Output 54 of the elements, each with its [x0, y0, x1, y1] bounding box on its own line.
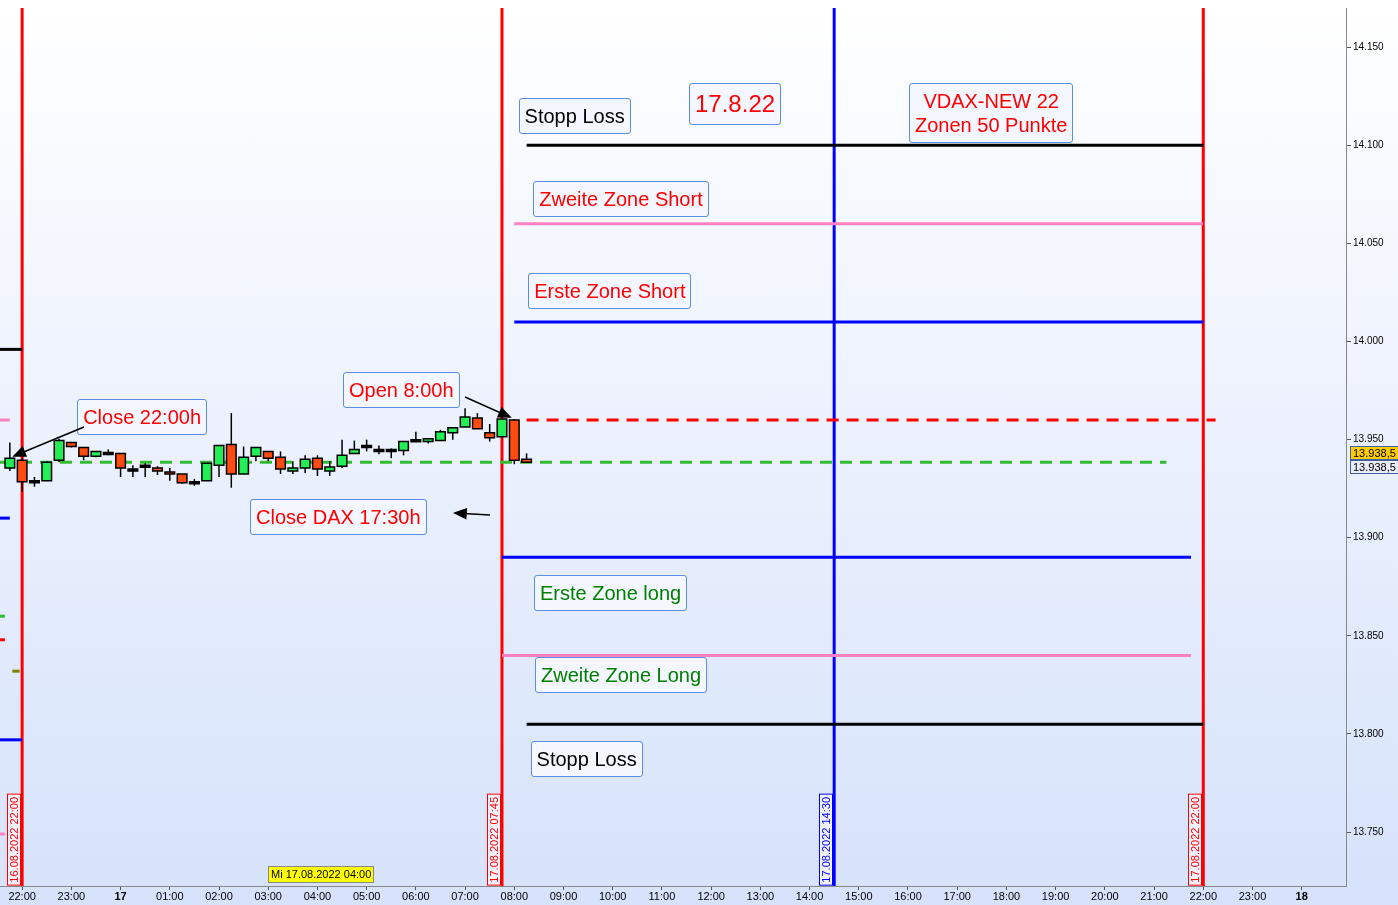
- x-tick-label: 22:00: [8, 889, 36, 902]
- annotation: Zweite Zone Long: [534, 657, 708, 694]
- text: 13.938,5: [1350, 446, 1398, 460]
- y-tick-label: 13.850: [1353, 629, 1385, 641]
- y-tick-label: 13.750: [1353, 825, 1385, 837]
- x-tick-label: 14:00: [795, 889, 824, 902]
- y-tick-label: 14.100: [1353, 139, 1385, 151]
- annotation: Open 8:00h: [342, 372, 460, 409]
- x-tick-label: 23:00: [1238, 889, 1267, 902]
- x-tick-label: 12:00: [697, 889, 725, 902]
- y-tick-label: 14.050: [1353, 237, 1385, 249]
- y-tick-label: 14.000: [1353, 335, 1385, 347]
- x-tick-label: 05:00: [352, 889, 381, 902]
- x-tick-label: 13:00: [746, 889, 775, 902]
- ref-line-label: 17.08.2022 07:45: [486, 794, 501, 886]
- x-tick-label: 16:00: [894, 889, 922, 902]
- x-tick-label: 20:00: [1091, 889, 1119, 902]
- x-tick-label: 18:00: [992, 889, 1021, 902]
- x-tick-label: 23:00: [57, 889, 86, 902]
- x-tick-label: 19:00: [1041, 889, 1070, 902]
- y-tick-label: 13.900: [1353, 531, 1385, 543]
- x-tick-label: 17:00: [943, 889, 971, 902]
- annotation: Stopp Loss: [530, 741, 643, 778]
- annotation: Close 22:00h: [77, 399, 208, 436]
- y-tick-label: 14.150: [1353, 40, 1385, 52]
- x-tick-label: 15:00: [845, 889, 873, 902]
- text: 13.938,5: [1350, 460, 1398, 474]
- ref-line-label: 17.08.2022 22:00: [1188, 794, 1203, 886]
- annotation: Close DAX 17:30h: [250, 499, 427, 535]
- x-tick-label: 01:00: [156, 889, 184, 902]
- x-tick-label: 07:00: [451, 889, 479, 902]
- x-tick-label: 22:00: [1189, 889, 1218, 902]
- x-tick-label: 09:00: [549, 889, 578, 902]
- x-tick-label: 06:00: [402, 889, 430, 902]
- x-tick-label: 08:00: [500, 889, 529, 902]
- x-tick-label: 10:00: [598, 889, 627, 902]
- x-tick-label: 21:00: [1140, 889, 1168, 902]
- y-tick-label: 13.800: [1353, 727, 1385, 739]
- annotation: Erste Zone Short: [528, 272, 692, 309]
- annotation: Erste Zone long: [533, 575, 688, 612]
- x-tick-label: 02:00: [205, 889, 233, 902]
- x-tick-label: 18: [1295, 889, 1308, 902]
- x-tick-label: 11:00: [648, 889, 676, 902]
- y-tick-label: 13.950: [1353, 433, 1385, 445]
- annotation: Mi 17.08.2022 04:00: [268, 866, 375, 883]
- text: 17.8.22: [689, 83, 782, 125]
- x-tick-label: 03:00: [254, 889, 282, 902]
- annotation: Stopp Loss: [518, 98, 631, 135]
- annotation: VDAX-NEW 22 Zonen 50 Punkte: [909, 83, 1074, 143]
- x-tick-label: 17: [114, 889, 127, 902]
- ref-line-label: 17.08.2022 14:30: [819, 794, 834, 886]
- ref-line-label: 16.08.2022 22:00: [7, 794, 22, 886]
- x-tick-label: 04:00: [303, 889, 332, 902]
- annotation: Zweite Zone Short: [533, 180, 709, 217]
